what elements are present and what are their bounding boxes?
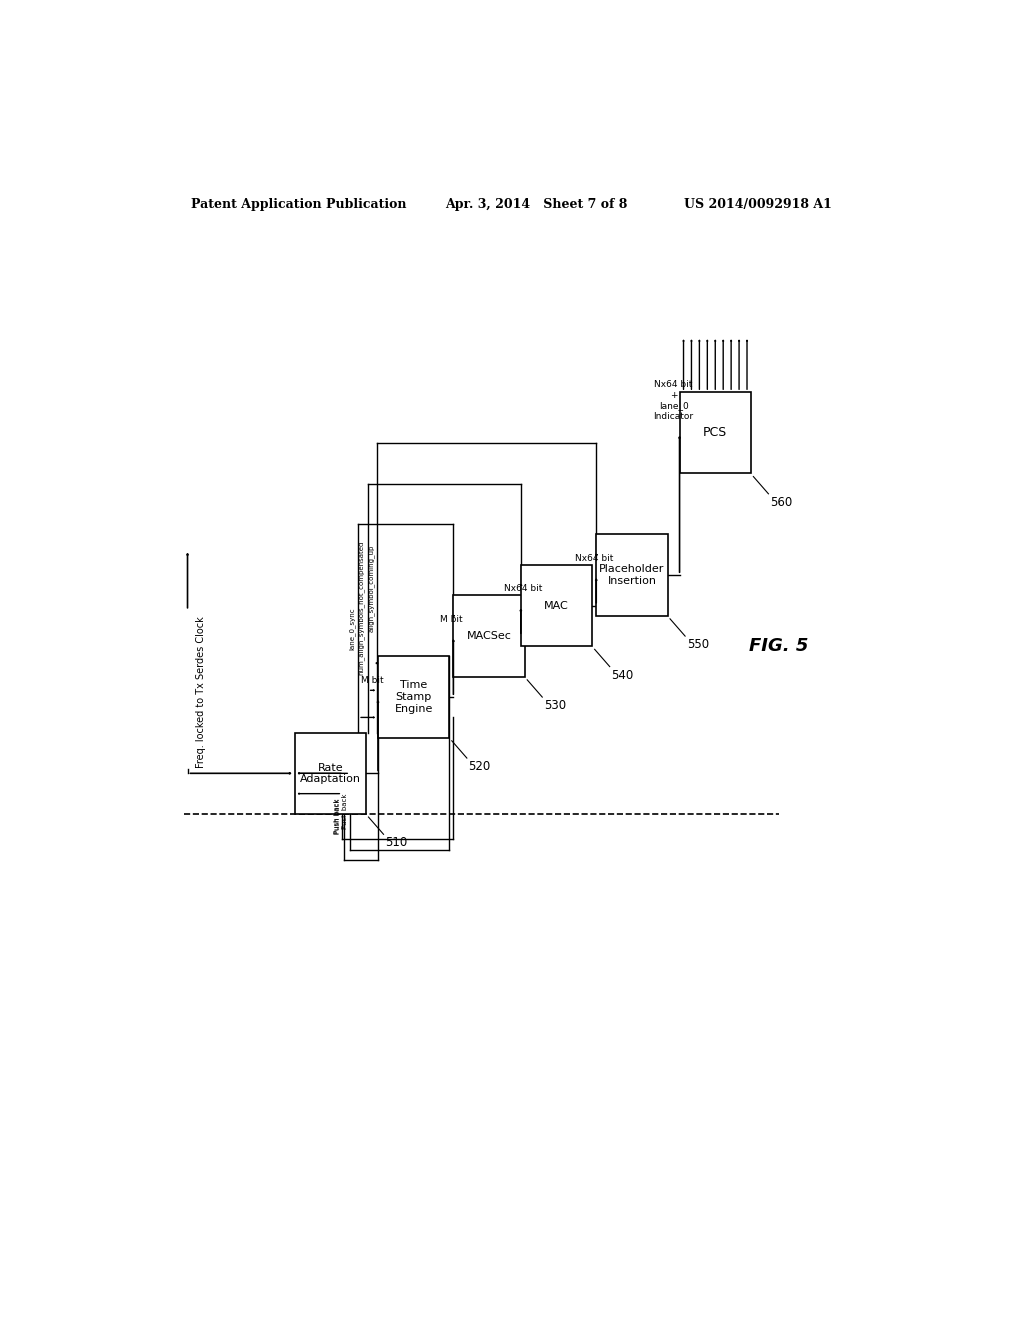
Bar (521, 565, 592, 647)
Text: Rate
Adaptation: Rate Adaptation (300, 763, 360, 784)
Text: lane_0_sync: lane_0_sync (348, 607, 355, 649)
Text: 560: 560 (770, 496, 793, 508)
Text: Patent Application Publication: Patent Application Publication (191, 198, 407, 211)
Text: Apr. 3, 2014   Sheet 7 of 8: Apr. 3, 2014 Sheet 7 of 8 (445, 198, 628, 211)
Text: M bit: M bit (440, 615, 463, 624)
Text: 540: 540 (611, 669, 634, 681)
Bar (596, 535, 668, 616)
Text: FIG. 5: FIG. 5 (750, 638, 808, 655)
Text: 530: 530 (544, 700, 566, 711)
Text: align_symbol_coming_up: align_symbol_coming_up (368, 544, 374, 631)
Text: 550: 550 (687, 638, 709, 651)
Text: Time
Stamp
Engine: Time Stamp Engine (394, 681, 433, 714)
Text: Push back: Push back (335, 799, 341, 834)
Text: Push back: Push back (342, 793, 348, 829)
Text: 510: 510 (385, 837, 408, 849)
Bar (378, 656, 450, 738)
Text: Nx64 bit
+
lane_0
Indicator: Nx64 bit + lane_0 Indicator (653, 380, 693, 421)
Text: Nx64 bit: Nx64 bit (504, 585, 542, 594)
Text: num_align_symbols_not_compensated: num_align_symbols_not_compensated (358, 541, 365, 676)
Text: 520: 520 (468, 760, 490, 774)
Text: Freq. locked to Tx Serdes Clock: Freq. locked to Tx Serdes Clock (196, 616, 206, 768)
Text: PCS: PCS (703, 426, 727, 440)
Text: Push back: Push back (334, 799, 340, 834)
Text: US 2014/0092918 A1: US 2014/0092918 A1 (684, 198, 831, 211)
Bar (454, 595, 524, 677)
Bar (680, 392, 751, 474)
Text: M bit: M bit (360, 676, 383, 685)
Text: Placeholder
Insertion: Placeholder Insertion (599, 565, 665, 586)
Bar (295, 733, 367, 814)
Text: MACSec: MACSec (467, 631, 512, 642)
Text: MAC: MAC (544, 601, 569, 611)
Text: Nx64 bit: Nx64 bit (575, 554, 613, 562)
